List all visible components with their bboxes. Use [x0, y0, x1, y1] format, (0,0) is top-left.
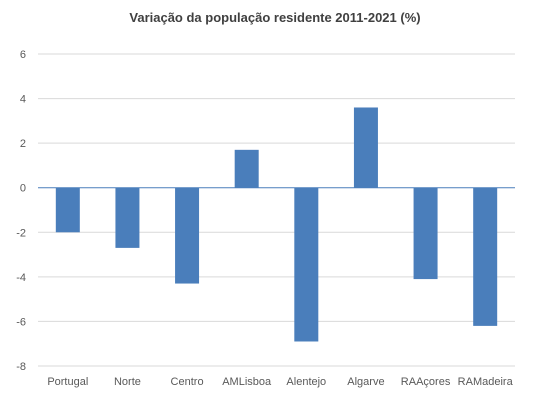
- y-tick-label: -2: [16, 227, 26, 239]
- y-tick-label: -4: [16, 272, 26, 284]
- x-tick-label: AMLisboa: [222, 376, 272, 388]
- y-tick-label: -6: [16, 316, 26, 328]
- x-tick-label: Algarve: [347, 376, 384, 388]
- x-tick-label: RAAçores: [401, 376, 451, 388]
- x-tick-label: RAMadeira: [458, 376, 514, 388]
- bar-norte: [115, 187, 140, 248]
- y-tick-label: 4: [20, 94, 26, 106]
- y-tick-label: 0: [20, 183, 26, 195]
- y-tick-label: -8: [16, 361, 26, 373]
- bar-alentejo: [294, 187, 319, 342]
- bar-amlisboa: [234, 149, 259, 188]
- x-tick-label: Portugal: [47, 376, 88, 388]
- bar-centro: [175, 187, 200, 284]
- x-tick-label: Centro: [171, 376, 204, 388]
- x-tick-label: Alentejo: [286, 376, 326, 388]
- bar-algarve: [353, 107, 378, 188]
- y-tick-label: 6: [20, 49, 26, 61]
- x-tick-label: Norte: [114, 376, 141, 388]
- bar-ramadeira: [473, 187, 498, 326]
- bar-portugal: [55, 187, 80, 233]
- bar-raaçores: [413, 187, 438, 280]
- y-tick-label: 2: [20, 138, 26, 150]
- chart-title: Variação da população residente 2011-202…: [129, 10, 421, 25]
